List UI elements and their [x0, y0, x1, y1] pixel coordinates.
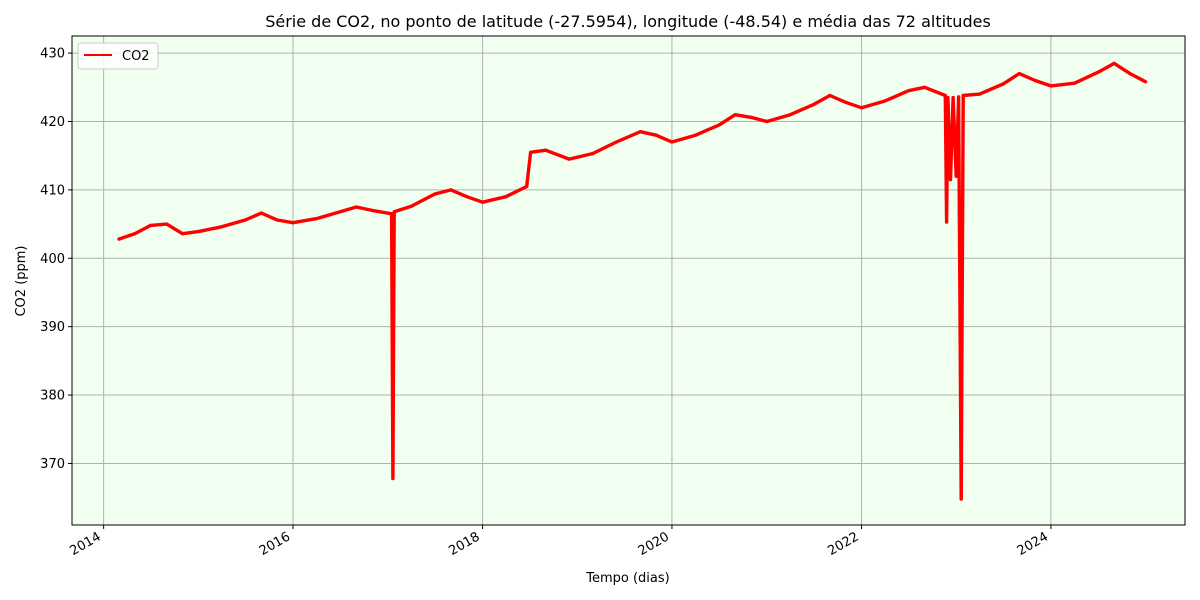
data-point	[291, 221, 295, 225]
data-point	[1112, 61, 1116, 65]
data-point	[1049, 84, 1053, 88]
data-point	[1144, 80, 1148, 84]
data-point	[433, 192, 437, 196]
data-point	[733, 113, 737, 117]
data-point	[567, 157, 571, 161]
data-point	[465, 195, 469, 199]
data-point	[788, 113, 792, 117]
data-point	[749, 115, 753, 119]
y-tick-label: 370	[40, 457, 65, 472]
data-point	[243, 218, 247, 222]
data-point	[828, 93, 832, 98]
data-point	[259, 211, 263, 215]
y-tick-label: 420	[40, 115, 65, 130]
data-point	[180, 232, 185, 236]
data-point	[370, 208, 374, 212]
data-point	[133, 232, 137, 236]
data-point	[961, 93, 965, 98]
data-point	[392, 210, 396, 214]
data-point	[149, 223, 153, 227]
data-point	[812, 102, 816, 106]
data-point	[1033, 78, 1037, 83]
data-point	[957, 95, 961, 99]
data-point	[390, 212, 394, 216]
x-axis-label: Tempo (dias)	[585, 571, 669, 586]
data-point	[1001, 82, 1005, 86]
legend: CO2	[77, 42, 159, 70]
y-tick-label: 410	[40, 183, 65, 198]
y-axis-label: CO2 (ppm)	[14, 245, 29, 316]
data-point	[525, 184, 529, 189]
data-point	[481, 200, 485, 204]
data-point	[717, 123, 721, 127]
data-point	[883, 99, 887, 103]
y-tick-label: 390	[40, 320, 65, 335]
plot-frame	[71, 35, 1186, 526]
data-point	[275, 218, 279, 222]
y-tick-label: 430	[40, 47, 65, 62]
data-point	[923, 85, 927, 89]
y-tick-label: 380	[40, 389, 65, 404]
y-tick-label: 400	[40, 252, 65, 267]
data-point	[391, 476, 395, 481]
y-axis: 370 380 390 400 410 420 430	[40, 47, 72, 472]
data-point	[544, 148, 548, 152]
legend-label-co2: CO2	[122, 49, 150, 64]
data-point	[844, 100, 848, 104]
data-point	[614, 140, 619, 144]
grid	[72, 36, 1185, 525]
data-point	[945, 220, 949, 224]
series-layer	[117, 61, 1148, 501]
data-point	[504, 195, 508, 199]
data-point	[948, 178, 953, 182]
data-point	[529, 150, 533, 154]
data-point	[338, 210, 342, 214]
data-point	[906, 89, 911, 93]
data-point	[354, 205, 358, 209]
data-point	[978, 92, 982, 96]
data-point	[591, 152, 595, 156]
data-point	[954, 174, 958, 178]
data-point	[315, 217, 319, 221]
data-point	[220, 225, 224, 229]
data-point	[1128, 72, 1132, 76]
data-point	[638, 130, 642, 134]
data-point	[1017, 72, 1021, 76]
legend-box	[77, 42, 159, 70]
data-point	[654, 133, 658, 137]
data-point	[449, 188, 453, 192]
data-point	[409, 204, 413, 208]
data-point	[670, 140, 674, 144]
data-point	[1072, 81, 1077, 85]
data-point	[946, 96, 950, 100]
data-point	[693, 133, 698, 137]
data-point	[959, 497, 963, 501]
chart-title: Série de CO2, no ponto de latitude (-27.…	[265, 12, 991, 31]
data-point	[1096, 70, 1100, 74]
data-point	[765, 119, 769, 124]
data-point	[165, 222, 169, 226]
data-point	[943, 93, 947, 98]
data-point	[860, 106, 864, 110]
plot-area	[72, 36, 1185, 525]
data-point	[951, 96, 955, 100]
data-point	[196, 230, 200, 234]
data-point	[117, 237, 121, 241]
